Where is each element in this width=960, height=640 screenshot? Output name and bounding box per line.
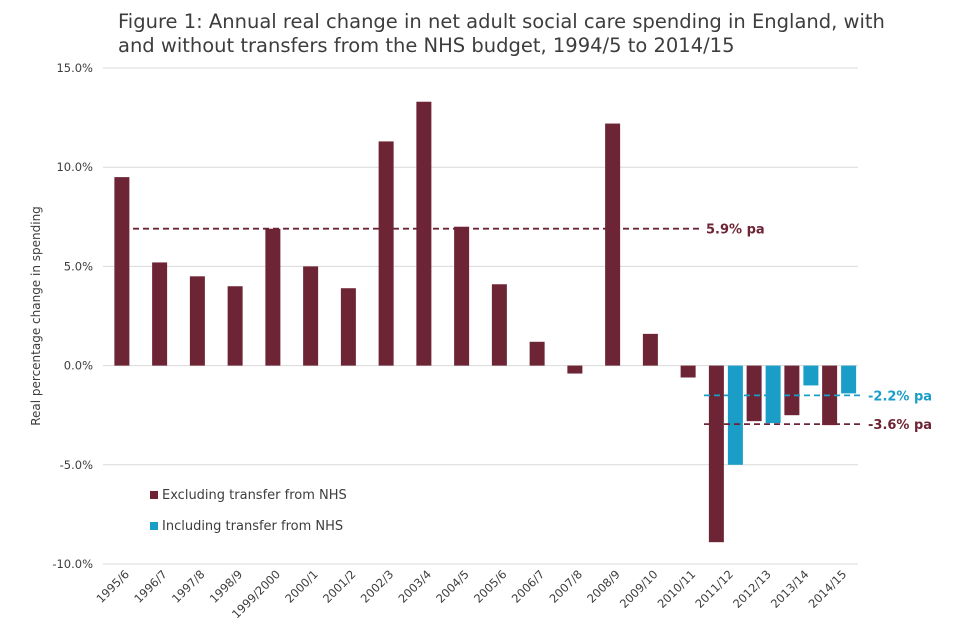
bar: [114, 177, 130, 366]
bar: [529, 341, 545, 366]
gridlines: [103, 67, 858, 565]
y-axis-label: Real percentage change in spending: [29, 206, 43, 426]
y-tick-label: 10.0%: [56, 160, 93, 174]
bar: [746, 365, 762, 422]
x-tick-label: 2005/6: [471, 567, 510, 606]
bar: [340, 288, 356, 366]
bar: [680, 365, 696, 378]
legend-swatch-excluding: [150, 491, 158, 499]
x-tick-label: 2000/1: [282, 567, 321, 606]
bar: [605, 123, 621, 366]
bar: [567, 365, 583, 374]
x-tick-label: 2006/7: [509, 567, 548, 606]
bar: [454, 226, 470, 366]
x-tick-label: 2004/5: [433, 567, 472, 606]
x-tick-label: 2001/2: [320, 567, 359, 606]
reference-line-label: -3.6% pa: [868, 418, 932, 433]
bar: [765, 365, 781, 424]
x-tick-label: 2014/15: [806, 567, 850, 611]
bar: [265, 228, 281, 366]
x-tick-label: 2012/13: [730, 567, 774, 611]
reference-lines: 5.9% pa -2.2% pa -3.6% pa: [123, 223, 932, 433]
x-tick-label: 1997/8: [169, 567, 208, 606]
x-tick-label: 2002/3: [358, 567, 397, 606]
bar: [152, 262, 168, 366]
legend-swatch-including: [150, 522, 158, 530]
bar: [303, 266, 319, 366]
y-axis-ticks: 15.0% 10.0% 5.0% 0.0% -5.0% -10.0%: [52, 61, 93, 571]
bar: [378, 141, 394, 366]
legend-label-excluding: Excluding transfer from NHS: [162, 488, 347, 503]
y-tick-label: 0.0%: [64, 359, 93, 373]
legend: Excluding transfer from NHS Including tr…: [150, 488, 347, 534]
x-tick-label: 2003/4: [395, 567, 434, 606]
reference-line-label: -2.2% pa: [868, 389, 932, 404]
bar: [841, 365, 857, 394]
reference-line-label: 5.9% pa: [706, 223, 765, 238]
y-tick-label: -10.0%: [52, 557, 93, 571]
bar: [491, 284, 507, 366]
bar: [227, 286, 243, 366]
bar: [642, 333, 658, 366]
bars: [114, 101, 857, 543]
bar: [416, 101, 432, 366]
y-tick-label: 15.0%: [56, 61, 93, 75]
x-tick-label: 2007/8: [546, 567, 585, 606]
legend-label-including: Including transfer from NHS: [162, 519, 343, 534]
x-tick-label: 2011/12: [692, 567, 736, 611]
x-tick-label: 2009/10: [617, 567, 661, 611]
bar: [727, 365, 743, 465]
x-tick-label: 1996/7: [131, 567, 170, 606]
x-tick-label: 2010/11: [655, 567, 699, 611]
x-tick-label: 1995/6: [93, 567, 132, 606]
bar: [189, 276, 205, 366]
y-tick-label: -5.0%: [60, 458, 93, 472]
chart-title: Figure 1: Annual real change in net adul…: [118, 10, 885, 57]
y-tick-label: 5.0%: [64, 259, 93, 273]
bar: [784, 365, 800, 416]
bar: [708, 365, 724, 543]
x-tick-label: 2013/14: [768, 567, 812, 611]
bar: [803, 365, 819, 386]
